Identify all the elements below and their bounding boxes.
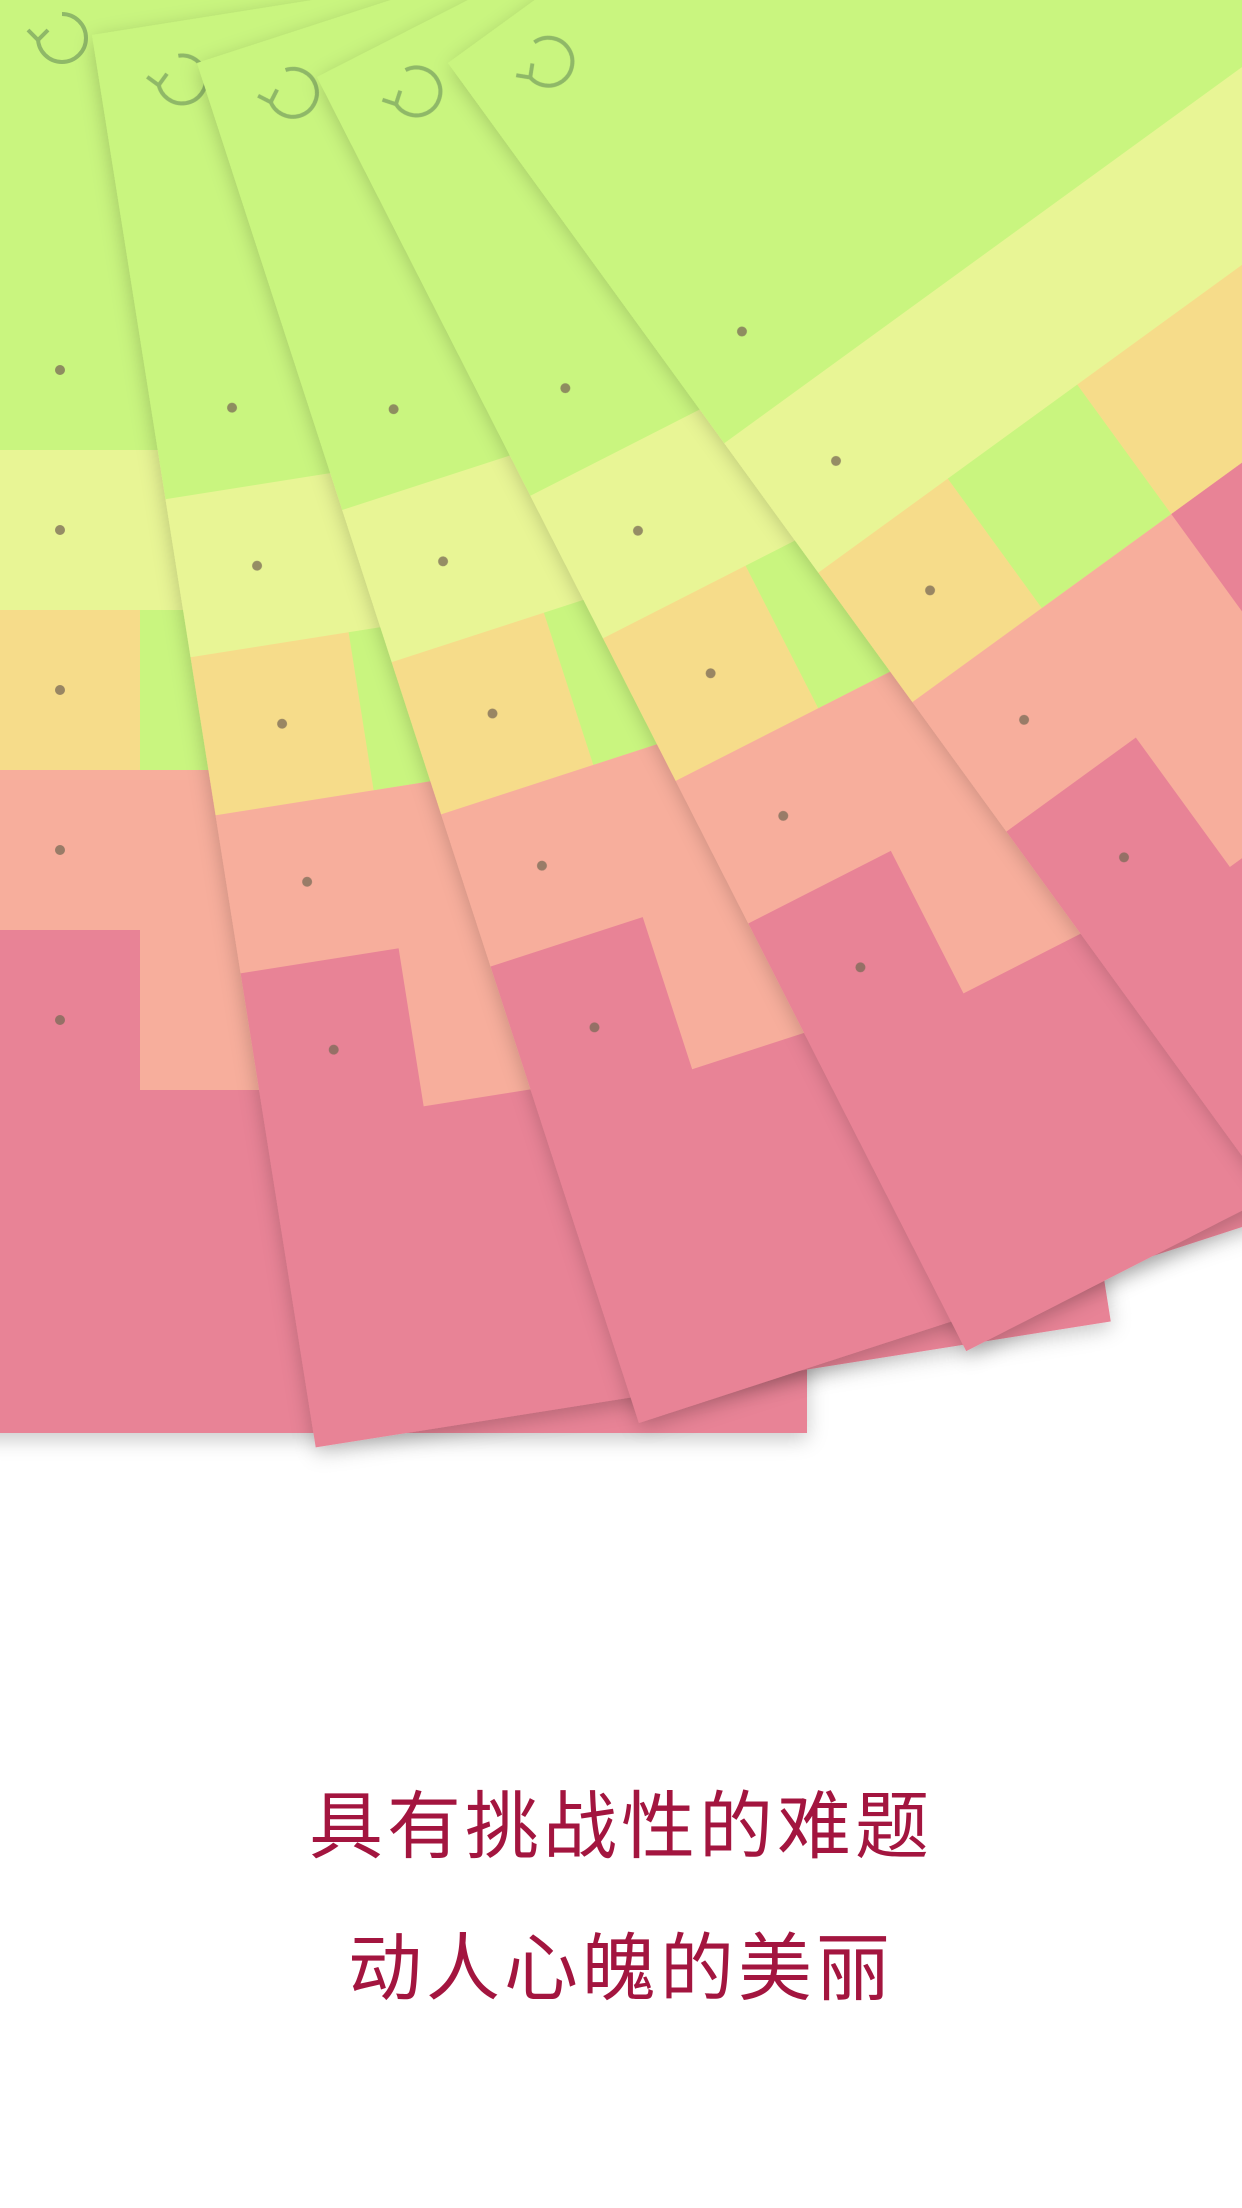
- fixed-dot: [855, 962, 866, 973]
- fixed-dot: [778, 810, 789, 821]
- restart-icon: [36, 12, 88, 64]
- fixed-dot: [55, 685, 65, 695]
- fixed-dot: [227, 402, 238, 413]
- color-band: [724, 0, 1242, 573]
- fixed-dot: [277, 718, 288, 729]
- color-band: [912, 228, 1242, 832]
- restart-arrow: [381, 90, 403, 107]
- fixed-dot: [55, 1015, 65, 1025]
- fixed-dot: [438, 556, 449, 567]
- fixed-dot: [925, 585, 936, 596]
- restart-icon: [393, 65, 443, 118]
- fixed-dot: [1119, 852, 1130, 863]
- fixed-dot: [55, 365, 65, 375]
- fixed-dot: [302, 876, 313, 887]
- restart-icon: [156, 53, 209, 106]
- fixed-dot: [705, 668, 716, 679]
- card-fan: [0, 0, 1242, 1448]
- fixed-dot: [1019, 714, 1030, 725]
- restart-arrow: [26, 28, 50, 43]
- restart-arrow: [146, 72, 169, 88]
- restart-arrow: [515, 63, 535, 80]
- fixed-dot: [328, 1044, 339, 1055]
- fixed-dot: [55, 525, 65, 535]
- fixed-dot: [252, 560, 263, 571]
- color-band: [1006, 358, 1242, 1220]
- caption-line-2: 动人心魄的美丽: [348, 1926, 894, 2012]
- color-band: [448, 0, 1242, 444]
- caption-line-1: 具有挑战性的难题: [309, 1784, 933, 1870]
- fixed-dot: [632, 525, 643, 536]
- fixed-dot: [536, 860, 547, 871]
- fixed-dot: [388, 404, 399, 415]
- fixed-dot: [560, 383, 571, 394]
- tile: [947, 384, 1172, 609]
- tile: [1171, 419, 1242, 644]
- fixed-dot: [831, 455, 842, 466]
- fixed-dot: [736, 326, 747, 337]
- tile: [1135, 643, 1242, 867]
- restart-arrow: [257, 88, 279, 105]
- puzzle-card: [448, 0, 1242, 1220]
- fixed-dot: [589, 1022, 600, 1033]
- fixed-dot: [487, 708, 498, 719]
- restart-icon: [268, 66, 319, 119]
- restart-icon: [527, 35, 575, 88]
- fixed-dot: [55, 845, 65, 855]
